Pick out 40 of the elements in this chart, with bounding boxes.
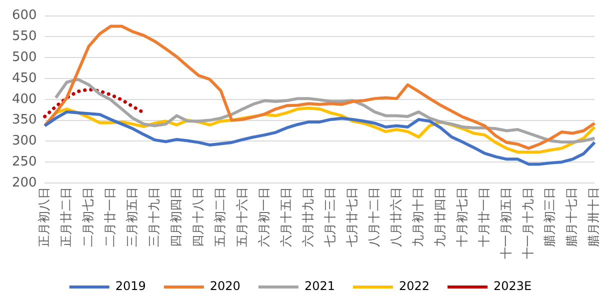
- y-tick-label: 600: [12, 8, 37, 24]
- y-tick-label: 200: [12, 175, 37, 190]
- x-tick-label: 五月初二日: [212, 187, 227, 247]
- x-tick-label: 八月十二日: [366, 187, 381, 247]
- x-tick-label: 腊月卅十日: [586, 187, 601, 247]
- x-tick-label: 三月初五日: [124, 187, 139, 247]
- x-tick-label: 九月廿四日: [432, 187, 447, 247]
- x-tick-label: 正月初八日: [36, 187, 51, 247]
- legend-label: 2019: [115, 279, 146, 294]
- legend-label: 2020: [210, 279, 240, 294]
- x-tick-label: 正月廿二日: [58, 187, 73, 247]
- legend-label: 2021: [304, 279, 335, 294]
- y-tick-label: 500: [12, 50, 37, 65]
- x-tick-label: 六月初一日: [256, 187, 271, 247]
- x-tick-label: 三月十九日: [146, 187, 161, 247]
- y-tick-label: 400: [12, 92, 37, 107]
- x-tick-label: 四月初四日: [168, 187, 183, 247]
- x-tick-label: 六月廿九日: [300, 187, 315, 247]
- y-tick-label: 450: [12, 70, 37, 86]
- x-tick-label: 二月初七日: [80, 187, 95, 247]
- x-tick-label: 二月廿一日: [102, 187, 117, 247]
- x-tick-label: 五月十六日: [234, 187, 249, 247]
- y-tick-label: 250: [12, 154, 37, 170]
- y-tick-label: 550: [12, 29, 37, 44]
- x-tick-label: 四月十八日: [190, 187, 205, 247]
- x-tick-label: 十一月十九日: [520, 187, 535, 259]
- x-tick-label: 腊月十七日: [564, 187, 579, 247]
- x-tick-label: 八月廿六日: [388, 187, 403, 247]
- x-tick-label: 十月廿一日: [476, 187, 491, 247]
- legend-label: 2023E: [494, 279, 532, 294]
- x-tick-label: 七月廿七日: [344, 187, 359, 247]
- x-tick-label: 腊月初三日: [542, 187, 557, 247]
- legend-label: 2022: [398, 279, 430, 294]
- x-tick-label: 十一月初五日: [498, 187, 513, 259]
- y-tick-label: 350: [12, 112, 37, 128]
- y-tick-label: 300: [12, 134, 37, 149]
- x-tick-label: 七月十三日: [322, 187, 337, 247]
- x-tick-label: 十月初七日: [454, 187, 469, 247]
- x-tick-label: 六月十五日: [278, 187, 293, 247]
- x-tick-label: 九月初十日: [410, 187, 425, 247]
